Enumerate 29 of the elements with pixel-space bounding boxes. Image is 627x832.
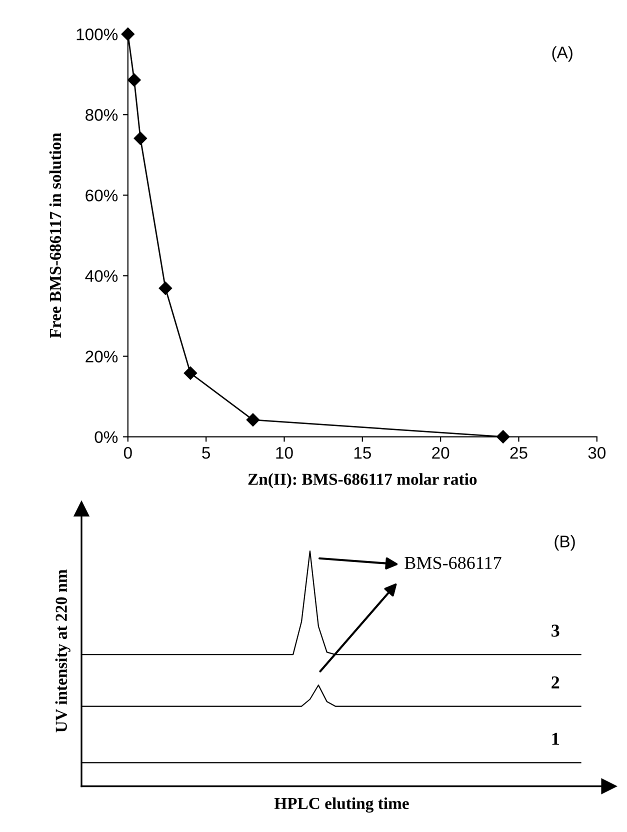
- point: [128, 73, 141, 87]
- x-tick-label: 5: [202, 447, 210, 459]
- x-tick-label: 15: [354, 447, 371, 459]
- x-axis-title: HPLC eluting time: [274, 797, 409, 813]
- point: [184, 366, 198, 380]
- series-label: 2: [552, 676, 560, 688]
- point: [246, 413, 260, 426]
- x-axis-title: Zn(II): BMS-686117 molar ratio: [248, 473, 477, 488]
- y-tick-label: 40%: [85, 270, 118, 282]
- x-tick-label: 20: [432, 446, 450, 459]
- annotation: (A): [552, 46, 572, 62]
- y-axis-title: UV intensity at 220 nm: [55, 570, 70, 732]
- point: [158, 282, 172, 295]
- y-tick-label: 20%: [86, 350, 118, 362]
- series-label: 3: [552, 624, 560, 637]
- x-tick-label: 25: [510, 446, 528, 459]
- text: (B): [554, 535, 575, 551]
- point: [134, 132, 147, 145]
- y-tick-label: 60%: [86, 190, 118, 202]
- point: [121, 28, 134, 41]
- x-tick-label: 10: [276, 446, 293, 459]
- series-label: 1: [552, 732, 559, 745]
- y-axis-title: Free BMS-686117 in solution: [49, 132, 62, 338]
- x-tick-label: 30: [588, 446, 606, 459]
- y-tick-label: 0%: [94, 431, 118, 444]
- x-tick-label: 0: [124, 446, 132, 459]
- annotation: BMS-686117: [404, 556, 502, 570]
- y-tick-label: 100%: [76, 28, 118, 40]
- y-tick-label: 80%: [86, 109, 118, 121]
